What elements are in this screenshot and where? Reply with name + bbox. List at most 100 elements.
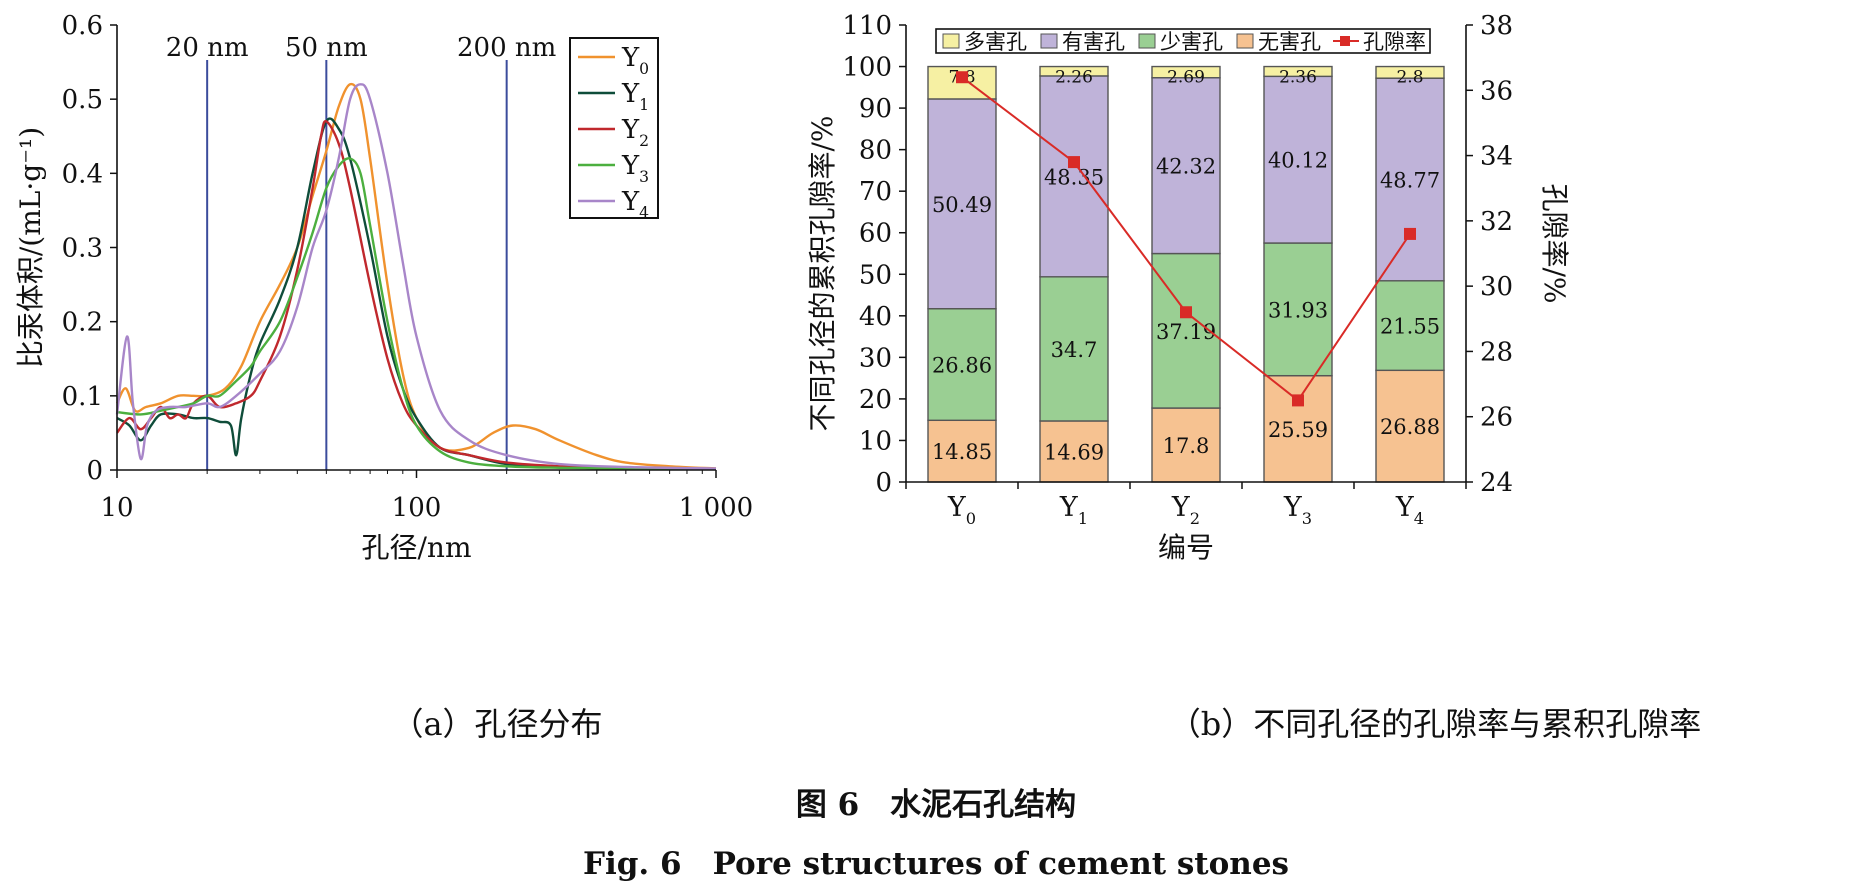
legend-label: 少害孔 — [1160, 30, 1223, 54]
data-label: 40.12 — [1268, 149, 1328, 173]
figure-captions: （a）孔径分布 （b）不同孔径的孔隙率与累积孔隙率 图 6 水泥石孔结构 Fig… — [391, 705, 1701, 882]
legend-swatch — [1138, 33, 1156, 49]
porosity-point — [1180, 306, 1192, 319]
y-tick-label: 0.4 — [62, 159, 103, 189]
right-y-tick-label: 30 — [1480, 272, 1513, 302]
subcaption-b: （b）不同孔径的孔隙率与累积孔隙率 — [1169, 705, 1702, 743]
left-y-tick-label: 0 — [875, 468, 892, 498]
porosity-stacked-bar-chart: 14.8526.8650.497.814.6934.748.352.2617.8… — [806, 11, 1571, 564]
bar-segment — [1151, 77, 1221, 255]
data-label: 26.86 — [932, 354, 992, 378]
x-tick-label: 1 000 — [679, 493, 753, 523]
data-label: 2.69 — [1167, 68, 1205, 88]
legend-label-y3: Y3 — [621, 151, 649, 186]
bar-segment — [1039, 420, 1109, 483]
legend-label: 有害孔 — [1062, 30, 1125, 54]
data-label: 14.69 — [1044, 440, 1104, 464]
series-line-y0 — [115, 82, 717, 470]
right-y-tick-label: 36 — [1480, 76, 1513, 106]
right-y-tick-label: 26 — [1480, 403, 1513, 433]
reference-line-label: 50 nm — [285, 33, 368, 63]
y-tick-label: 0.2 — [62, 308, 103, 338]
bar-segment — [1263, 242, 1333, 377]
x-tick-label-y1: Y1 — [1059, 492, 1088, 528]
bar-segment — [927, 98, 997, 310]
x-tick-label-y0: Y0 — [947, 492, 976, 528]
bar-segment — [927, 419, 997, 483]
x-tick-label: 10 — [100, 493, 133, 523]
data-label: 48.35 — [1044, 165, 1104, 189]
porosity-point — [1404, 227, 1416, 240]
porosity-point — [1068, 156, 1080, 169]
data-label: 17.8 — [1163, 434, 1210, 458]
left-y-tick-label: 100 — [842, 53, 892, 83]
series-line-y4 — [115, 83, 717, 470]
porosity-point — [1292, 394, 1304, 407]
subcaption-a: （a）孔径分布 — [391, 705, 602, 743]
reference-line-label: 20 nm — [166, 33, 249, 63]
data-label: 2.36 — [1279, 68, 1317, 88]
bar-segment — [1039, 75, 1109, 278]
data-label: 48.77 — [1380, 168, 1440, 192]
right-y-tick-label: 32 — [1480, 207, 1513, 237]
data-label: 42.32 — [1156, 155, 1216, 179]
bar-segment — [927, 308, 997, 422]
bar-segment — [1151, 407, 1221, 483]
x-tick-label: 100 — [392, 493, 442, 523]
right-y-tick-label: 28 — [1480, 337, 1513, 367]
legend-swatch — [1040, 33, 1058, 49]
y-axis-label: 比汞体积/(mL·g⁻¹) — [14, 127, 47, 368]
x-tick-label-y3: Y3 — [1283, 492, 1312, 528]
data-label: 37.19 — [1156, 320, 1216, 344]
right-y-tick-label: 34 — [1480, 142, 1513, 172]
x-tick-label-y4: Y4 — [1395, 492, 1424, 528]
left-y-axis-label: 不同孔径的累积孔隙率/% — [806, 115, 839, 431]
legend-label-porosity: 孔隙率 — [1363, 30, 1426, 54]
data-label: 34.7 — [1051, 338, 1098, 362]
data-label: 25.59 — [1268, 418, 1328, 442]
left-y-tick-label: 30 — [859, 343, 892, 373]
figure-caption-cn: 图 6 水泥石孔结构 — [796, 787, 1076, 823]
legend-swatch — [942, 33, 960, 49]
legend-label: 无害孔 — [1258, 30, 1321, 54]
figure-caption-en: Fig. 6 Pore structures of cement stones — [583, 846, 1289, 882]
y-tick-label: 0.5 — [62, 85, 103, 115]
reference-line-label: 200 nm — [457, 33, 556, 63]
y-tick-label: 0.1 — [62, 382, 103, 412]
x-tick-label-y2: Y2 — [1171, 492, 1200, 528]
left-y-tick-label: 110 — [842, 11, 892, 41]
right-y-axis-label: 孔隙率/% — [1538, 183, 1571, 303]
legend-label-y0: Y0 — [621, 43, 649, 78]
right-y-tick-label: 24 — [1480, 468, 1513, 498]
bar-segment — [1263, 374, 1333, 483]
bar-segment — [1375, 65, 1445, 79]
bar-segment — [1151, 65, 1221, 79]
left-y-tick-label: 70 — [859, 177, 892, 207]
bar-segment — [1263, 75, 1333, 244]
pore-size-distribution-chart: 20 nm 50 nm 200 nm 0 0.1 0.2 0.3 0.4 0.5 0.6 10 100… — [14, 11, 753, 564]
bar-segment — [1039, 65, 1109, 77]
x-axis-label: 编号 — [1158, 531, 1214, 564]
right-y-tick-label: 38 — [1480, 11, 1513, 41]
legend-swatch — [1236, 33, 1254, 49]
legend-marker-porosity — [1340, 36, 1350, 46]
data-label: 31.93 — [1268, 298, 1328, 322]
left-y-tick-label: 80 — [859, 136, 892, 166]
left-y-tick-label: 50 — [859, 260, 892, 290]
data-label: 2.8 — [1396, 68, 1423, 88]
y-tick-label: 0.6 — [62, 11, 103, 41]
legend-label-y4: Y4 — [621, 187, 649, 222]
y-tick-label: 0 — [86, 456, 103, 486]
legend-label-y1: Y1 — [621, 79, 649, 114]
legend-label-y2: Y2 — [621, 115, 649, 150]
bar-segment — [1263, 65, 1333, 78]
porosity-point — [956, 71, 968, 84]
data-label: 50.49 — [932, 193, 992, 217]
bar-segment — [1375, 280, 1445, 372]
data-label: 26.88 — [1380, 415, 1440, 439]
left-y-tick-label: 60 — [859, 219, 892, 249]
left-y-tick-label: 20 — [859, 385, 892, 415]
legend: 多害孔 有害孔 少害孔 无害孔 孔隙率 — [935, 28, 1431, 54]
